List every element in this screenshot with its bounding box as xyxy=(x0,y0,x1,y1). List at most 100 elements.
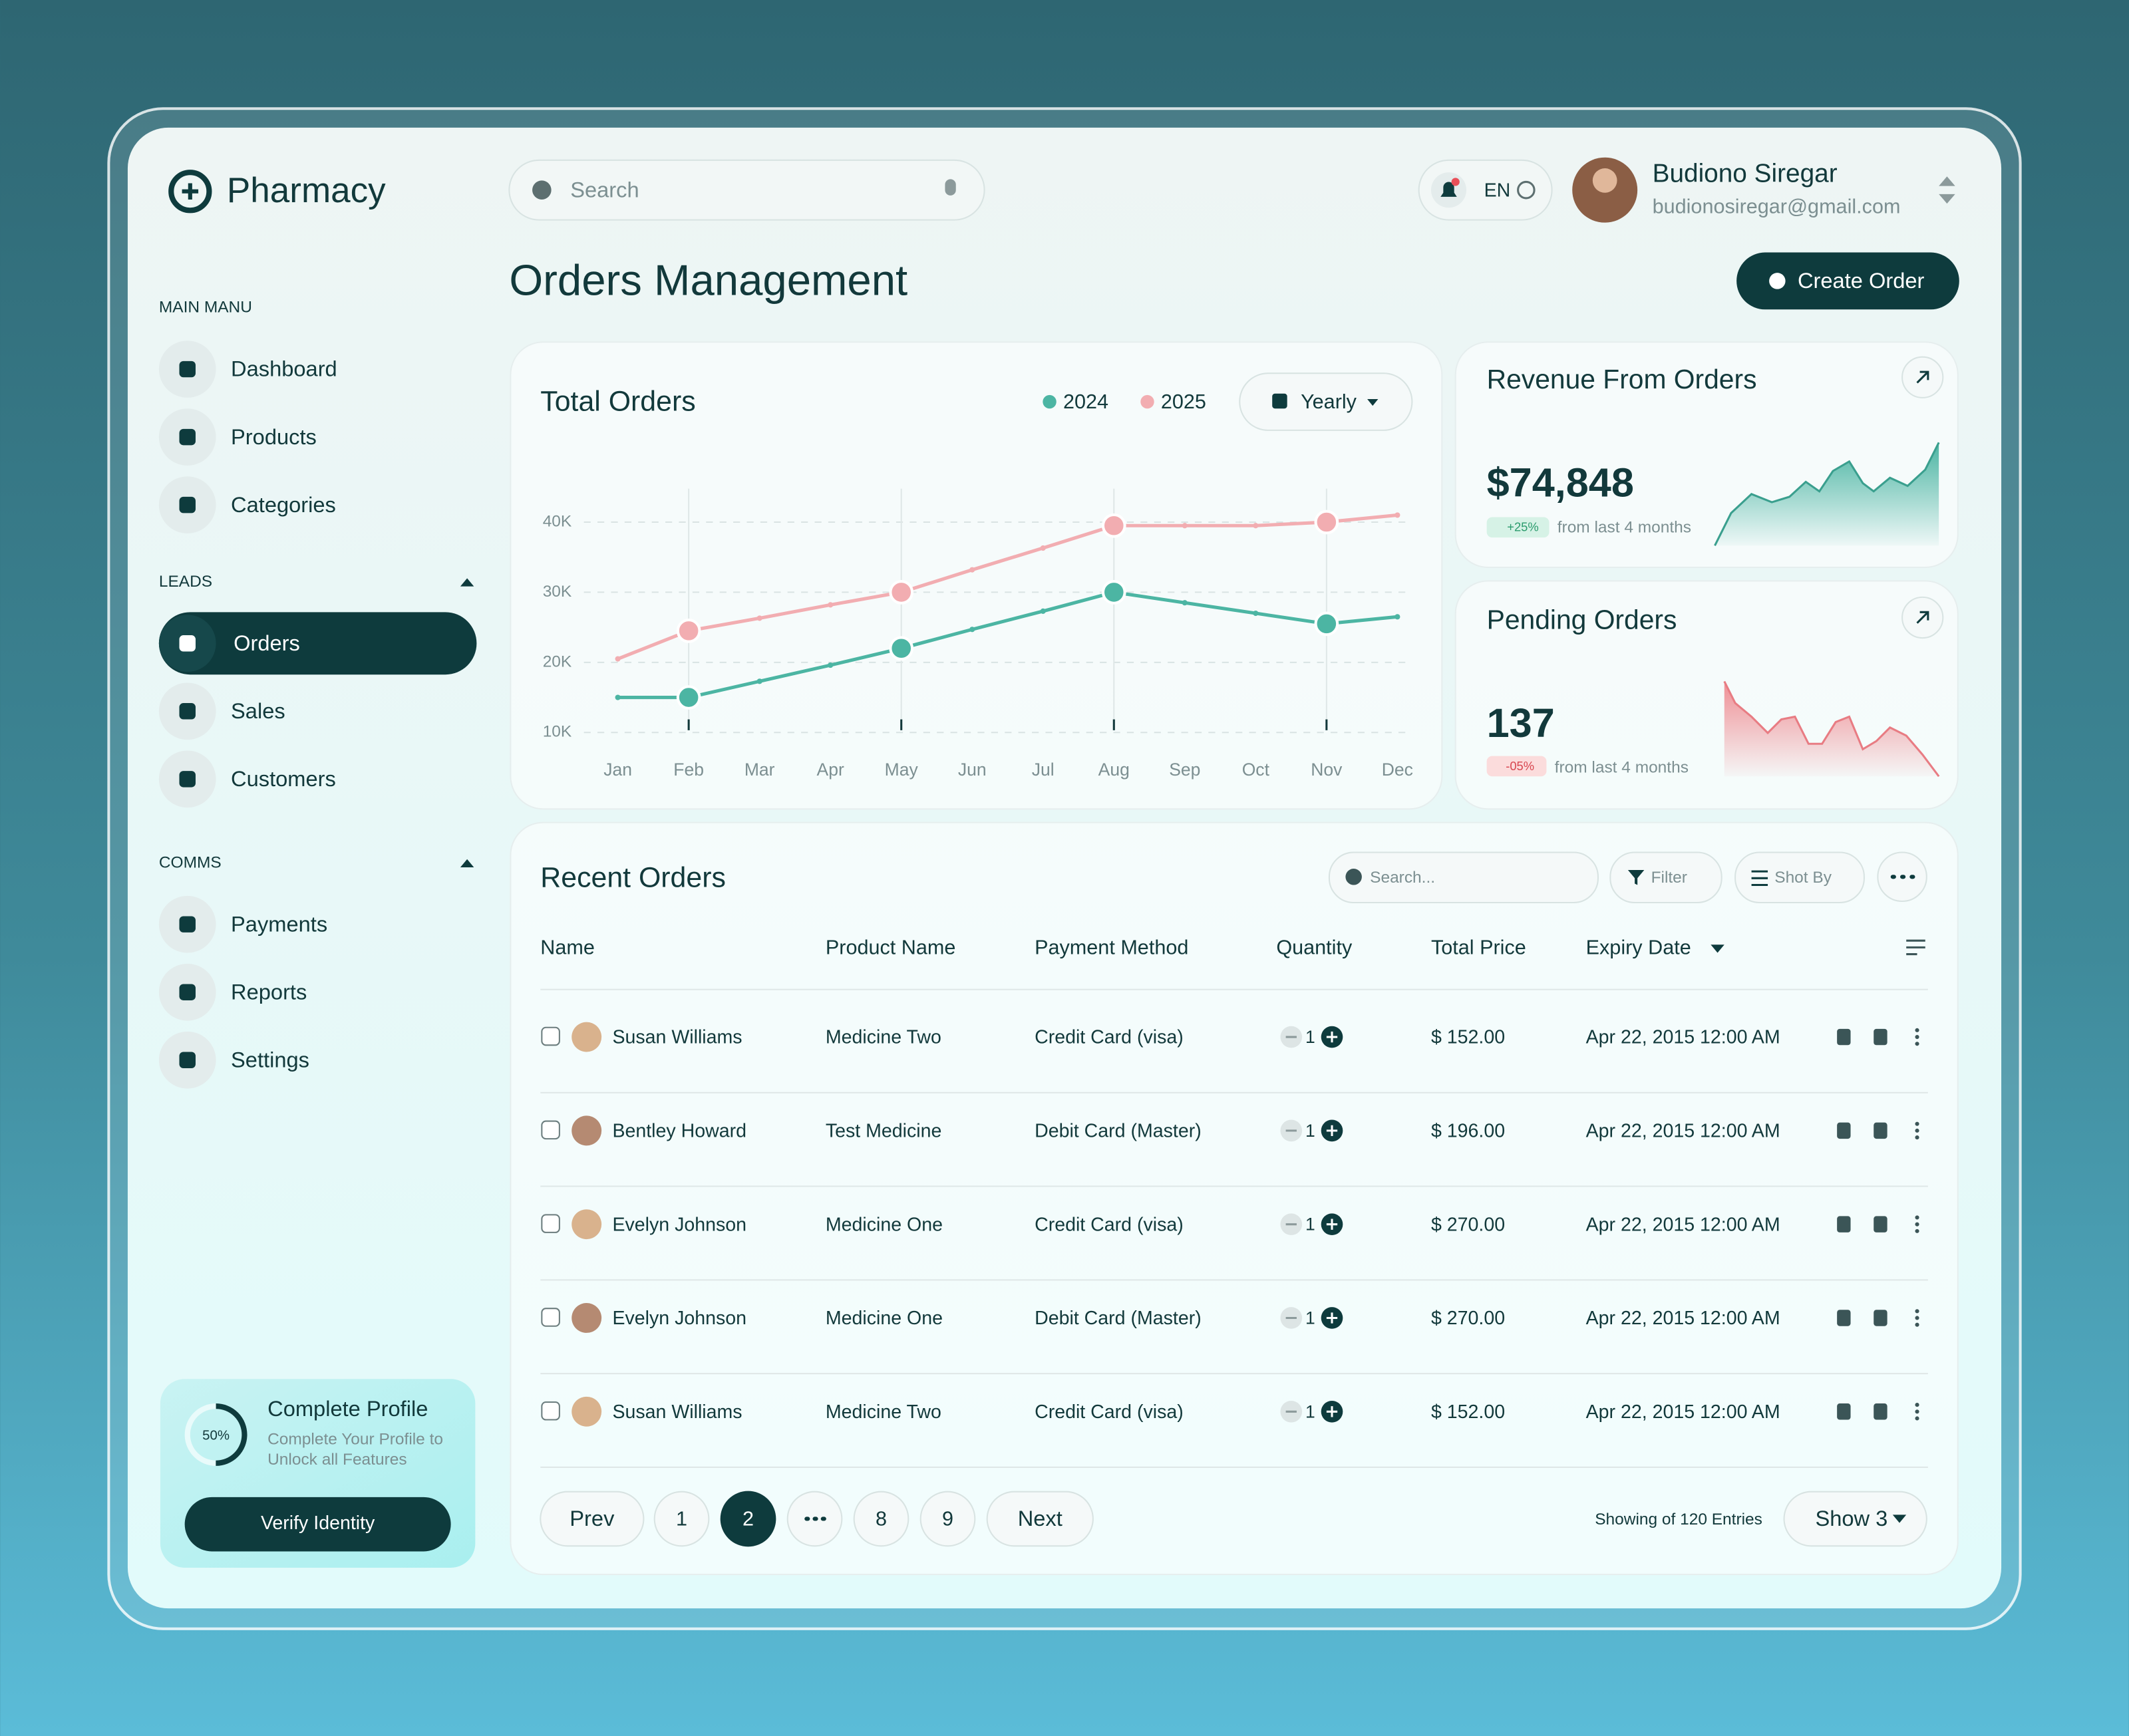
data-point[interactable] xyxy=(676,685,701,710)
prev-button[interactable] xyxy=(540,1491,645,1547)
period-select[interactable] xyxy=(1239,372,1413,431)
page-number: 8 xyxy=(876,1508,887,1530)
columns-icon[interactable] xyxy=(1906,939,1925,956)
collapse-caret[interactable] xyxy=(460,859,474,867)
bell-dot xyxy=(1451,178,1460,186)
profile-text: Complete Your Profile to xyxy=(267,1431,443,1449)
nav-item[interactable]: Categories xyxy=(231,492,336,517)
row-checkbox[interactable] xyxy=(541,1214,560,1233)
sort-button[interactable] xyxy=(1734,851,1865,904)
data-point xyxy=(969,567,975,573)
nav-icon xyxy=(179,771,196,788)
search-box[interactable] xyxy=(508,159,985,221)
row-checkbox[interactable] xyxy=(541,1120,560,1140)
x-tick-label: Feb xyxy=(673,760,704,780)
caret xyxy=(1367,398,1379,406)
data-point[interactable] xyxy=(676,619,701,643)
sort-label: Shot By xyxy=(1774,869,1832,887)
edit-action[interactable] xyxy=(1837,1028,1851,1046)
nav-item[interactable]: Orders xyxy=(234,631,300,655)
delete-action[interactable] xyxy=(1874,1216,1887,1232)
plus-icon xyxy=(1326,1031,1338,1043)
x-tick-label: Apr xyxy=(817,760,844,780)
cell: Medicine One xyxy=(826,1214,943,1235)
section-title: MAIN MANU xyxy=(159,299,252,317)
x-tick-label: Aug xyxy=(1098,760,1130,780)
chart-title: Total Orders xyxy=(540,385,695,417)
page-button[interactable] xyxy=(720,1491,776,1547)
data-point[interactable] xyxy=(889,580,914,605)
page-button[interactable] xyxy=(853,1491,909,1547)
column-header[interactable]: Expiry Date xyxy=(1586,936,1691,958)
column-header: Product Name xyxy=(826,936,956,958)
edit-action[interactable] xyxy=(1837,1122,1851,1139)
row-avatar xyxy=(572,1209,602,1240)
collapse-caret[interactable] xyxy=(460,578,474,587)
sort-caret[interactable] xyxy=(1711,944,1724,953)
filter-label: Filter xyxy=(1651,869,1687,887)
data-point[interactable] xyxy=(1314,509,1339,535)
x-tick-label: May xyxy=(885,760,919,780)
arrow-icon xyxy=(1916,611,1929,624)
next-button[interactable] xyxy=(986,1491,1094,1547)
profile-title: Complete Profile xyxy=(267,1396,428,1421)
x-tick-label: Oct xyxy=(1242,760,1270,780)
data-point[interactable] xyxy=(1101,513,1126,538)
cell: Apr 22, 2015 12:00 AM xyxy=(1586,1308,1780,1329)
nav-item[interactable]: Reports xyxy=(231,979,307,1004)
cell: $ 152.00 xyxy=(1431,1027,1505,1048)
delete-action[interactable] xyxy=(1874,1310,1887,1326)
data-point[interactable] xyxy=(889,636,914,661)
nav-item[interactable]: Dashboard xyxy=(231,357,337,381)
calendar-icon xyxy=(1272,393,1287,409)
create-order-button[interactable] xyxy=(1736,252,1959,310)
data-point xyxy=(1253,523,1259,529)
filter-button[interactable] xyxy=(1609,851,1722,904)
verify-button[interactable] xyxy=(184,1497,451,1552)
edit-action[interactable] xyxy=(1837,1310,1851,1326)
create-order-label: Create Order xyxy=(1798,268,1925,293)
page-button[interactable] xyxy=(653,1491,710,1547)
pending-change: -05% xyxy=(1506,759,1534,773)
legend-swatch xyxy=(1140,394,1154,409)
cell: $ 270.00 xyxy=(1431,1214,1505,1235)
cell: Apr 22, 2015 12:00 AM xyxy=(1586,1120,1780,1141)
delete-action[interactable] xyxy=(1874,1403,1887,1420)
nav-item[interactable]: Products xyxy=(231,424,317,449)
nav-item[interactable]: Settings xyxy=(231,1047,309,1072)
data-point[interactable] xyxy=(1101,580,1126,605)
nav-item[interactable]: Payments xyxy=(231,911,327,936)
row-checkbox[interactable] xyxy=(541,1401,560,1421)
row-checkbox[interactable] xyxy=(541,1308,560,1327)
revenue-change: +25% xyxy=(1507,520,1538,534)
data-point[interactable] xyxy=(1314,611,1339,637)
table-search[interactable] xyxy=(1328,851,1599,904)
cell: Susan Williams xyxy=(612,1401,742,1423)
delete-action[interactable] xyxy=(1874,1028,1887,1046)
show-label: Show 3 xyxy=(1815,1506,1887,1530)
verify-label: Verify Identity xyxy=(261,1513,375,1534)
page-button[interactable] xyxy=(919,1491,976,1547)
row-avatar xyxy=(572,1396,602,1427)
nav-icon xyxy=(179,428,196,446)
column-header: Payment Method xyxy=(1035,936,1188,958)
search-placeholder: Search xyxy=(570,177,639,202)
nav-icon xyxy=(179,703,196,720)
data-point xyxy=(828,662,834,668)
nav-item[interactable]: Customers xyxy=(231,766,336,791)
nav-active[interactable] xyxy=(158,612,477,675)
row-checkbox[interactable] xyxy=(541,1026,560,1046)
user-menu-toggle[interactable] xyxy=(1939,176,1955,204)
language[interactable]: EN xyxy=(1484,180,1511,201)
section-title: LEADS xyxy=(159,573,212,591)
show-select[interactable] xyxy=(1783,1491,1927,1547)
x-tick-label: Jan xyxy=(603,760,632,780)
series-line xyxy=(617,590,1398,700)
row-avatar xyxy=(572,1303,602,1333)
edit-action[interactable] xyxy=(1837,1403,1851,1420)
page-title: Orders Management xyxy=(509,256,907,305)
edit-action[interactable] xyxy=(1837,1216,1851,1232)
plus-icon xyxy=(1769,273,1786,289)
delete-action[interactable] xyxy=(1874,1122,1887,1139)
nav-item[interactable]: Sales xyxy=(231,698,285,723)
